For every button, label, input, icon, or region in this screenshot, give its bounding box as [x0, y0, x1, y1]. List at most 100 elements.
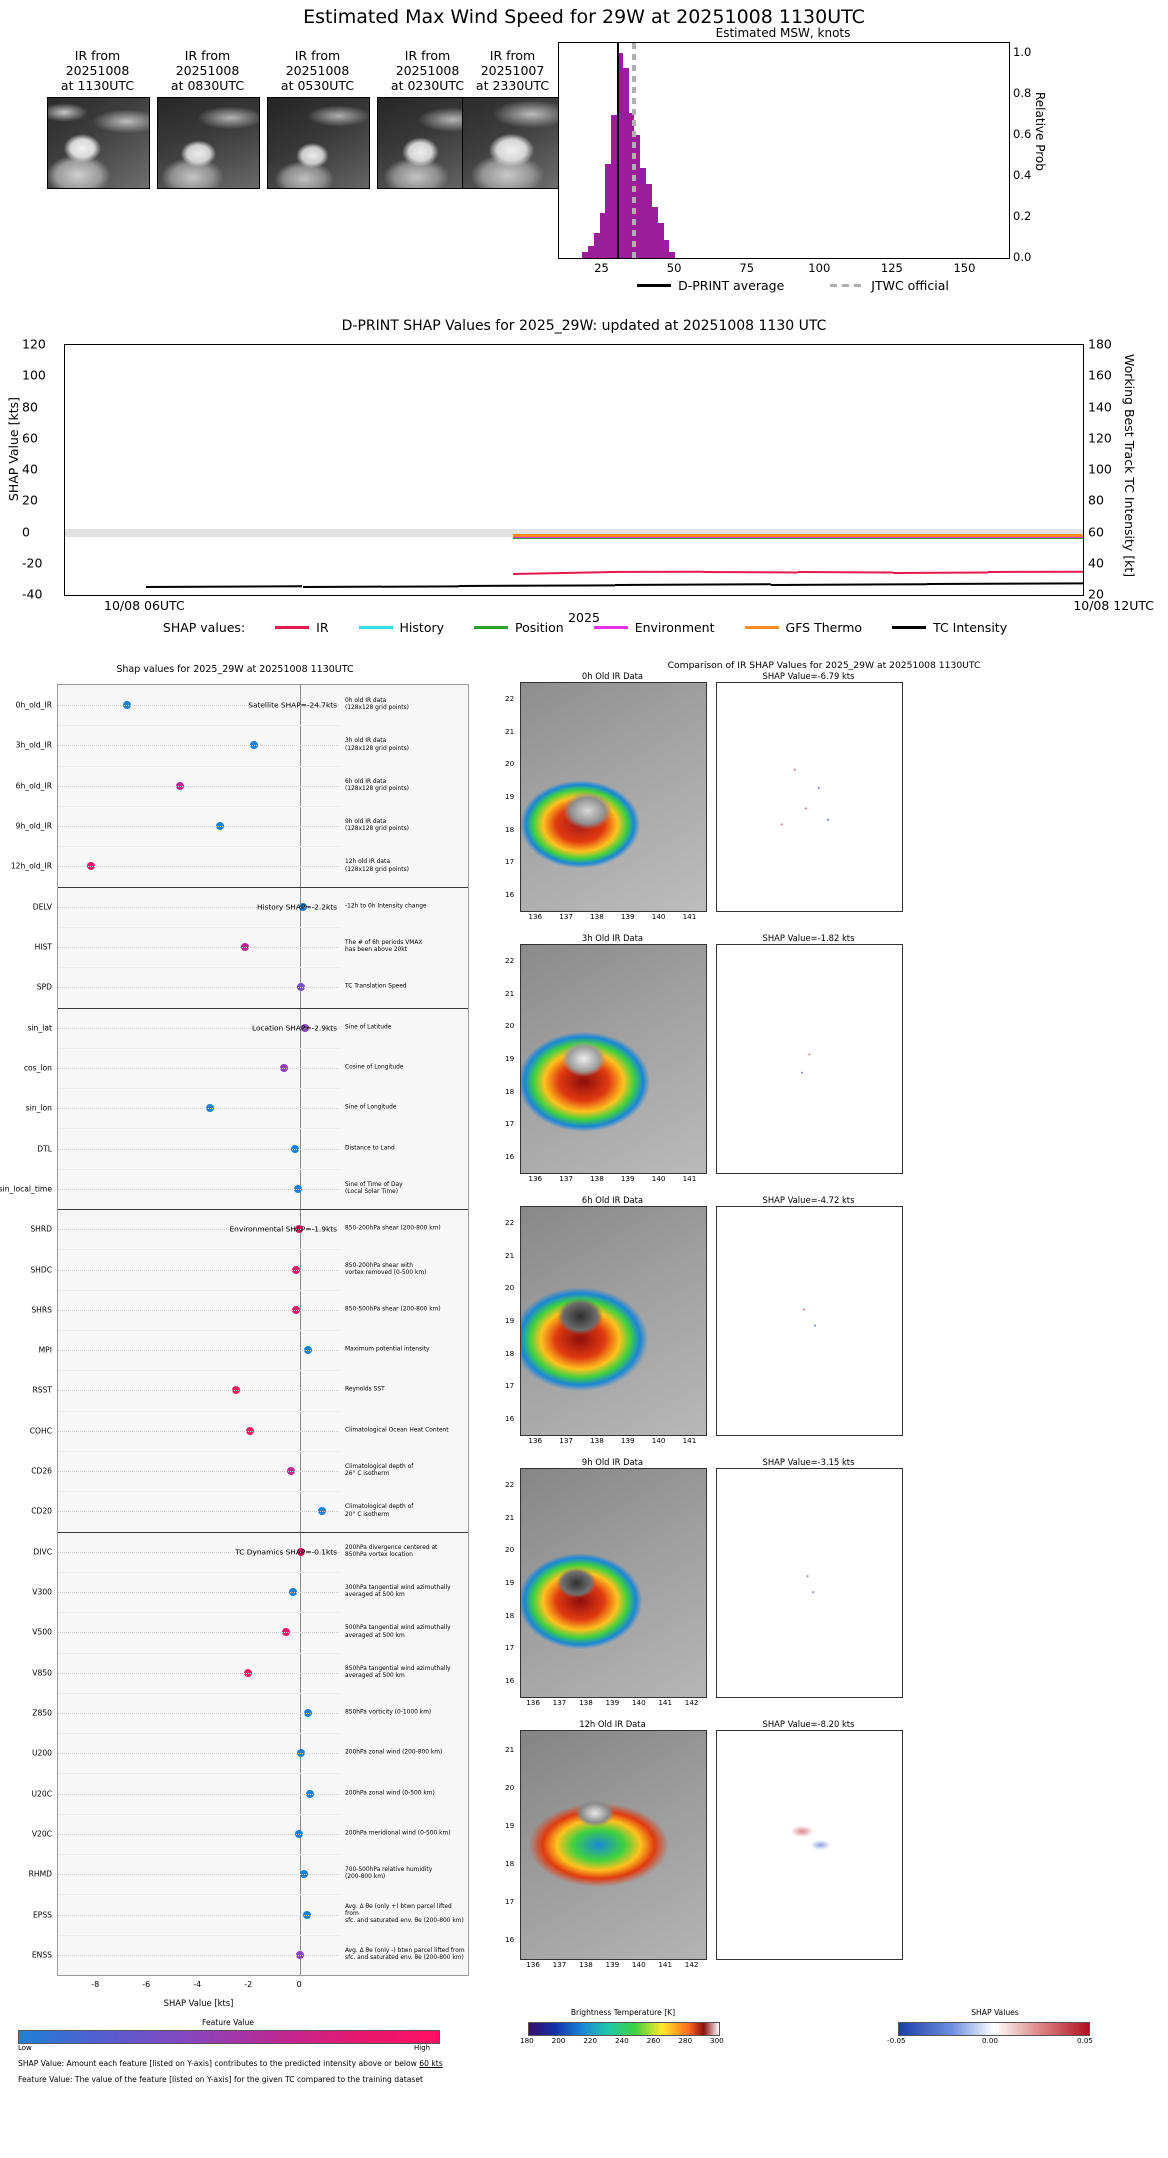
shap-panel-title: SHAP Value=-8.20 kts: [762, 1719, 855, 1729]
histogram-legend-item: JTWC official: [830, 278, 949, 293]
timeseries-plot-area: [64, 344, 1084, 596]
beeswarm-feature-label: 0h_old_IR: [15, 700, 52, 710]
timeseries-left-tick: 40: [22, 461, 38, 477]
beeswarm-gridline: [58, 1249, 341, 1251]
shap-values-tick: 0.00: [982, 2036, 999, 2045]
msw-histogram: [558, 42, 1010, 259]
timeseries-line-segment: [892, 534, 988, 537]
beeswarm-row-guide: [58, 1511, 341, 1513]
legend-label: D-PRINT average: [678, 278, 785, 293]
beeswarm-feature-description: 850-500hPa shear (200-800 km): [345, 1306, 441, 1313]
ir-y-tick: 22: [505, 694, 515, 704]
timeseries-line-segment: [987, 571, 1083, 574]
beeswarm-description-column: 0h old IR data (128x128 grid points) 3h ol…: [340, 684, 469, 1976]
ir-x-tick: 142: [684, 1698, 699, 1707]
beeswarm-feature-label: EPSS: [32, 1910, 52, 1920]
ir-thumbnail-label: IR from 20251007 at 2330UTC: [475, 48, 550, 93]
ir-x-tick: 139: [605, 1698, 620, 1707]
timeseries-line-segment: [512, 534, 608, 537]
ir-y-tick: 20: [505, 1783, 515, 1792]
beeswarm-row-guide: [58, 1632, 341, 1634]
timeseries-line-segment: [797, 571, 893, 575]
beeswarm-feature-label: CD20: [31, 1506, 52, 1516]
beeswarm-row-guide: [58, 745, 341, 747]
beeswarm-gridline: [58, 1088, 341, 1090]
beeswarm-feature-label: SHRD: [30, 1224, 52, 1234]
beeswarm-feature-label: 6h_old_IR: [15, 781, 52, 791]
histogram-bar: [640, 167, 647, 258]
timeseries-line-segment: [607, 535, 703, 538]
timeseries-right-tick: 80: [1088, 492, 1104, 508]
ir-x-tick: 139: [620, 1436, 635, 1445]
ir-y-tick: 16: [505, 1675, 515, 1685]
beeswarm-row-guide: [58, 1753, 341, 1755]
brightness-temperature-tick: 260: [646, 2036, 661, 2045]
beeswarm-gridline: [58, 805, 341, 807]
beeswarm-row-guide: [58, 1471, 341, 1473]
ir-y-tick: 21: [505, 1745, 515, 1754]
shap-panel-title: SHAP Value=-3.15 kts: [762, 1457, 855, 1467]
ir-satellite-image: [462, 97, 565, 189]
beeswarm-feature-description: Climatological Ocean Heat Content: [345, 1427, 449, 1434]
ir-x-tick: 139: [605, 1960, 620, 1969]
beeswarm-gridline: [58, 1612, 341, 1614]
timeseries-line-segment: [987, 537, 1083, 540]
timeseries-legend-item: IR: [275, 620, 329, 635]
beeswarm-feature-description: 6h old IR data (128x128 grid points): [345, 778, 409, 792]
beeswarm-feature-label: HIST: [34, 942, 52, 952]
beeswarm-row-guide: [58, 1309, 341, 1311]
legend-swatch: [830, 284, 865, 287]
beeswarm-gridline: [58, 846, 341, 848]
timeseries-line-segment: [702, 537, 798, 540]
ir-x-tick: 140: [631, 1698, 646, 1707]
beeswarm-feature-label: DIVC: [33, 1547, 52, 1557]
ir-y-tick: 16: [505, 1935, 515, 1944]
beeswarm-feature-label: 9h_old_IR: [15, 821, 52, 831]
ir-y-tick: 21: [505, 1512, 515, 1522]
timeseries-line-segment: [797, 535, 893, 538]
shap-panel-title: SHAP Value=-1.82 kts: [762, 933, 855, 943]
timeseries-left-tick: 60: [22, 430, 38, 446]
beeswarm-feature-label: V20C: [31, 1829, 52, 1839]
ir-y-tick: 20: [505, 1283, 515, 1293]
beeswarm-row-guide: [58, 1672, 341, 1674]
timeseries-line-segment: [797, 537, 893, 540]
timeseries-xlabel: 2025: [568, 610, 600, 625]
ir-y-tick: 18: [505, 1610, 515, 1620]
ir-x-tick: 141: [682, 1174, 697, 1183]
brightness-temperature-title: Brightness Temperature [K]: [570, 2008, 676, 2017]
beeswarm-feature-label: DTL: [37, 1144, 52, 1154]
timeseries-right-tick: 100: [1088, 461, 1112, 477]
ir-y-tick: 17: [505, 857, 515, 867]
beeswarm-gridline: [58, 765, 341, 767]
beeswarm-group-separator: [58, 1531, 341, 1533]
beeswarm-feature-label: DELV: [32, 902, 52, 912]
timeseries-right-tick: 160: [1088, 367, 1112, 383]
ir-thumbnail: IR from 20251008 at 0530UTC: [267, 48, 370, 189]
beeswarm-feature-description: The # of 6h periods VMAX has been above 2…: [345, 939, 423, 954]
beeswarm-feature-description: Sine of Longitude: [345, 1104, 397, 1111]
timeseries-line-segment: [607, 534, 703, 537]
beeswarm-row-guide: [58, 1551, 341, 1553]
histogram-bar: [651, 206, 658, 258]
timeseries-legend-item: Position: [474, 620, 564, 635]
legend-label: IR: [316, 620, 329, 635]
timeseries-right-tick: 180: [1088, 336, 1112, 352]
beeswarm-feature-description: Avg. Δ θe (only +) btwn parcel lifted fr…: [345, 1903, 464, 1925]
ir-y-tick: 16: [505, 889, 515, 899]
timeseries-line-segment: [892, 571, 988, 575]
timeseries-legend-item: History: [358, 620, 444, 635]
beeswarm-gridline: [58, 1450, 341, 1452]
histogram-title: Estimated MSW, knots: [715, 26, 851, 40]
ir-x-tick: 139: [620, 912, 635, 921]
beeswarm-feature-description: 3h old IR data (128x128 grid points): [345, 738, 409, 752]
timeseries-left-tick: 0: [22, 524, 30, 539]
ir-thumbnail: IR from 20251008 at 1130UTC: [47, 48, 150, 189]
ir-x-tick: 136: [528, 912, 543, 921]
histogram-bar: [582, 251, 589, 258]
beeswarm-feature-label: sin_local_time: [0, 1184, 52, 1194]
timeseries-line-segment: [770, 582, 927, 586]
timeseries-line-segment: [926, 582, 1084, 585]
timeseries-left-tick: 80: [22, 399, 38, 414]
timeseries-right-tick: 140: [1088, 399, 1112, 414]
